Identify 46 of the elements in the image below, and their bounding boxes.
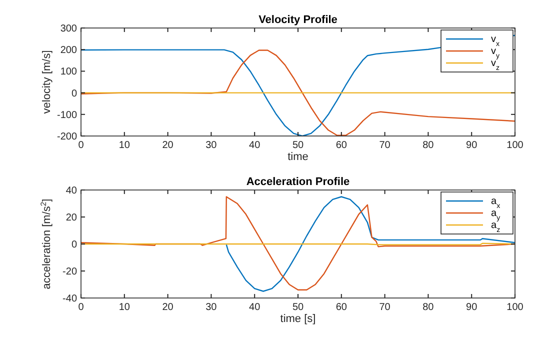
x-axis-title: time [s] — [280, 313, 316, 325]
chart-title: Acceleration Profile — [246, 176, 350, 188]
legend-label: v$_{y}$ — [491, 46, 500, 60]
y-tick-label: 100 — [60, 66, 78, 78]
y-tick-label: 300 — [60, 24, 78, 34]
x-tick-label: 20 — [162, 302, 174, 313]
y-tick-label: 40 — [66, 186, 78, 196]
legend-label: v$_{z}$ — [491, 58, 500, 72]
x-tick-label: 100 — [506, 140, 524, 151]
y-tick-label: -200 — [56, 132, 78, 142]
y-tick-label: -40 — [62, 294, 78, 304]
x-tick-label: 80 — [422, 302, 434, 313]
legend-label: a$_{z}$ — [491, 220, 501, 234]
x-tick-label: 10 — [118, 140, 130, 151]
x-tick-label: 60 — [336, 302, 348, 313]
y-tick-label: -20 — [62, 266, 78, 278]
x-tick-label: 60 — [336, 140, 348, 151]
x-axis-title: time — [288, 151, 308, 163]
line-series — [226, 196, 515, 292]
x-tick-label: 30 — [206, 302, 218, 313]
x-tick-label: 70 — [379, 140, 391, 151]
x-tick-label: 40 — [249, 140, 261, 151]
y-axis-title: velocity [m/s] — [41, 50, 53, 114]
x-tick-label: 90 — [466, 140, 478, 151]
x-tick-label: 0 — [78, 302, 84, 313]
x-tick-label: 70 — [379, 302, 391, 313]
y-tick-label: 20 — [66, 212, 78, 224]
y-tick-label: -100 — [56, 110, 78, 121]
x-tick-label: 80 — [422, 140, 434, 151]
y-tick-label: 200 — [60, 45, 78, 56]
chart-title: Velocity Profile — [258, 14, 338, 26]
x-tick-label: 90 — [466, 302, 478, 313]
legend-label: a$_{y}$ — [491, 208, 501, 222]
x-tick-label: 30 — [206, 140, 218, 151]
x-tick-label: 40 — [249, 302, 261, 313]
x-tick-label: 10 — [118, 302, 130, 313]
legend-label: v$_{x}$ — [491, 34, 500, 48]
legend-label: a$_{x}$ — [491, 196, 501, 210]
x-tick-label: 0 — [78, 140, 84, 151]
y-tick-label: 0 — [71, 88, 78, 100]
x-tick-label: 100 — [506, 302, 524, 313]
x-tick-label: 50 — [292, 140, 304, 151]
x-tick-label: 50 — [292, 302, 304, 313]
line-series — [81, 196, 515, 290]
x-tick-label: 20 — [162, 140, 174, 151]
y-tick-label: 0 — [71, 240, 78, 250]
